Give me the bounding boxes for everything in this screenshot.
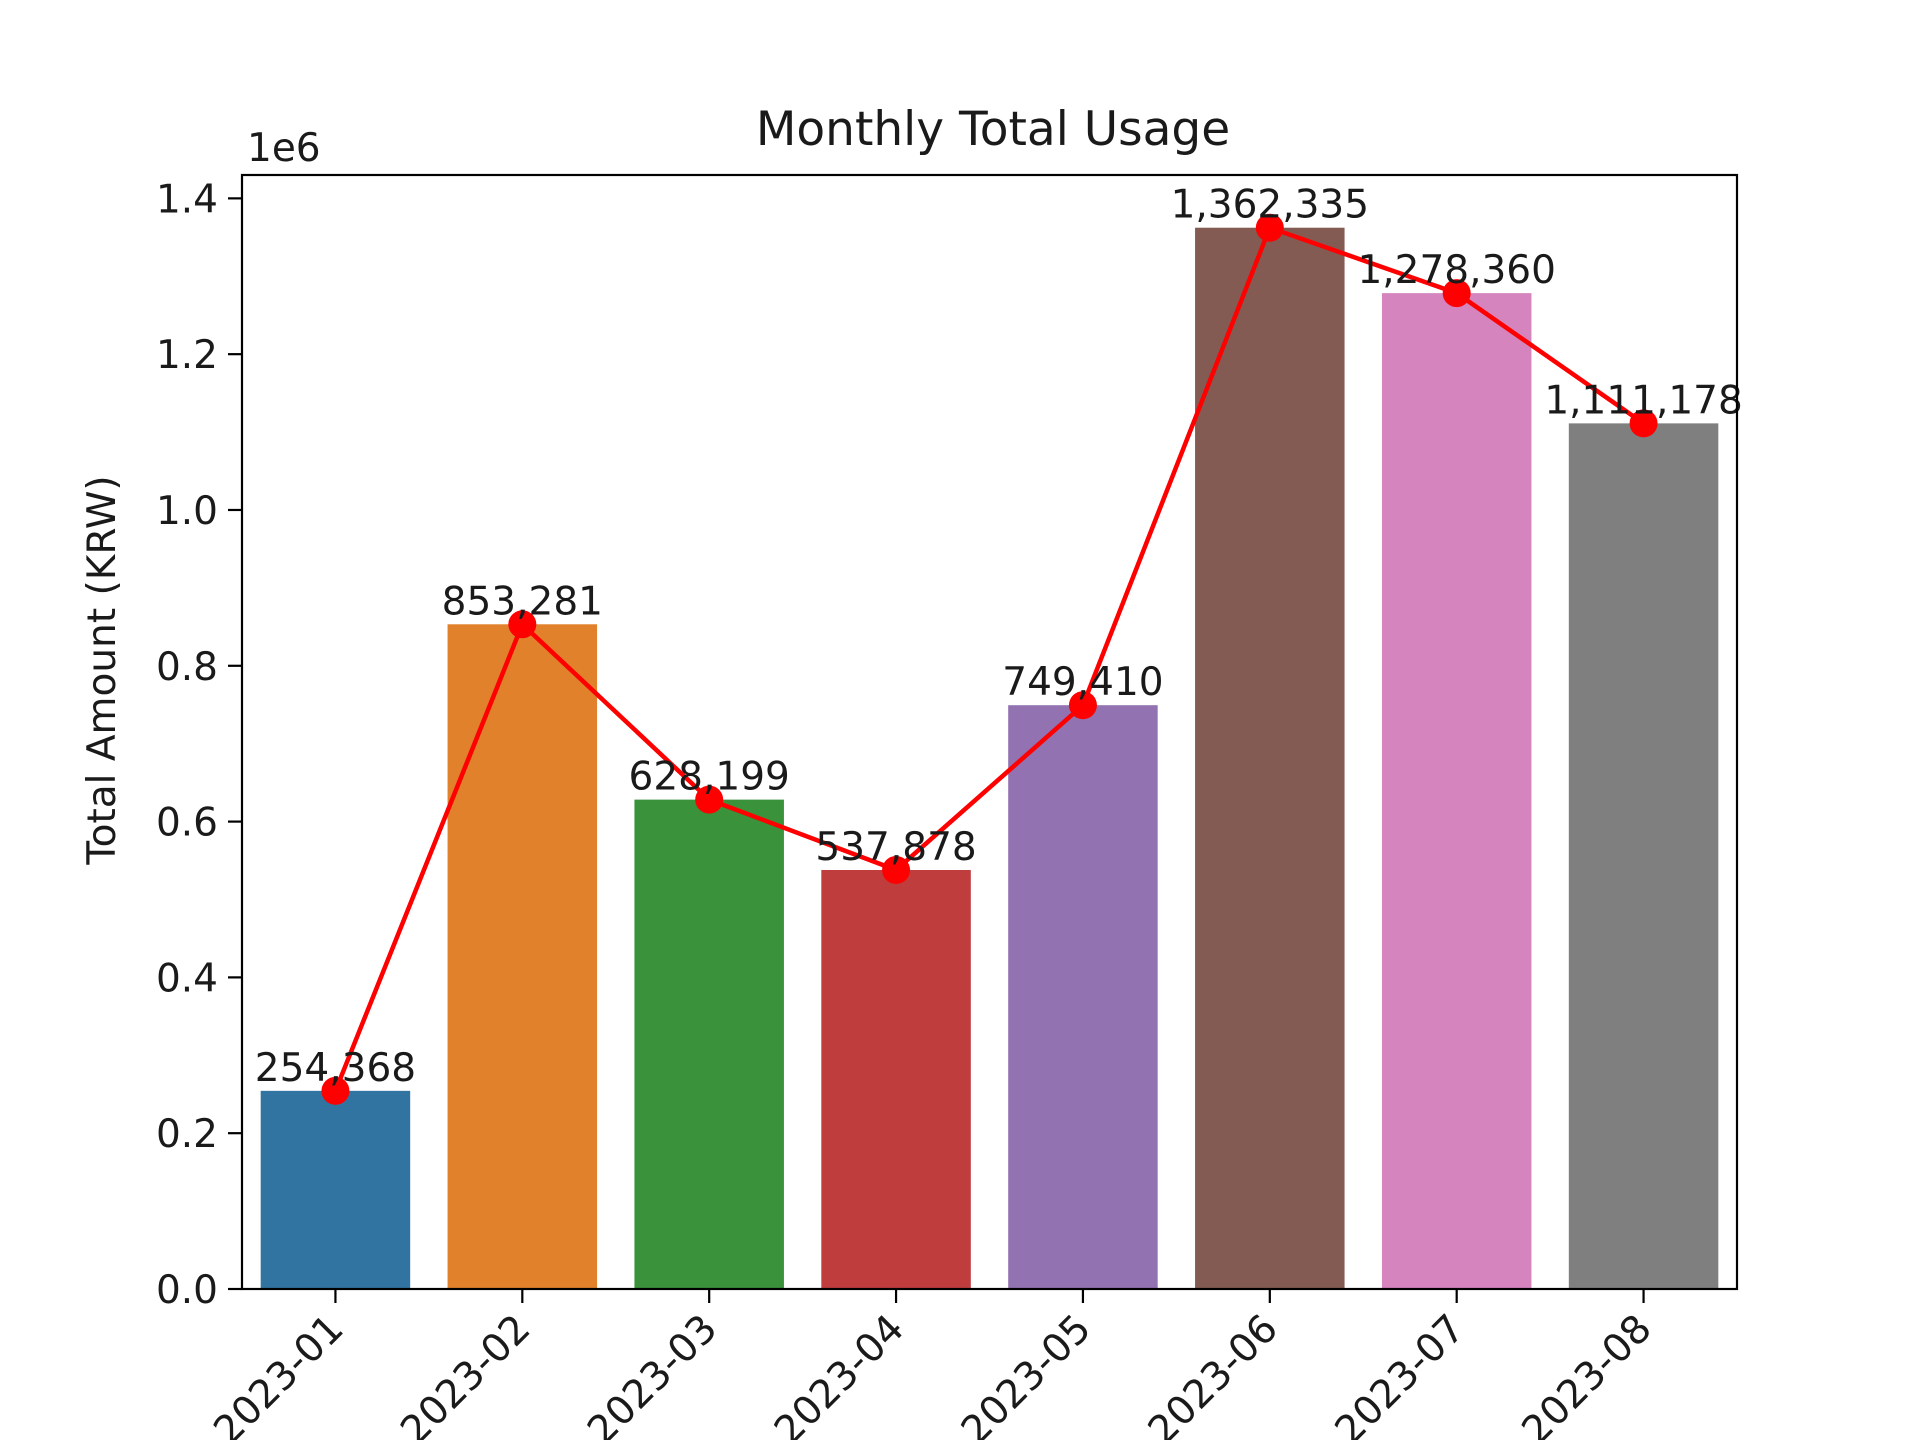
x-tick-label: 2023-08 <box>1514 1306 1661 1440</box>
trend-point-2023-08 <box>1629 409 1658 438</box>
bar-2023-05 <box>1008 705 1158 1289</box>
y-tick-label: 0.6 <box>156 801 218 846</box>
trend-point-2023-03 <box>695 785 724 814</box>
y-tick-label: 1.0 <box>156 489 218 534</box>
value-label-2023-02: 853,281 <box>442 579 603 624</box>
trend-point-2023-02 <box>508 610 537 639</box>
x-tick-label: 2023-02 <box>392 1306 539 1440</box>
bar-2023-08 <box>1568 423 1719 1289</box>
x-tick-label: 2023-01 <box>205 1306 352 1440</box>
value-label-2023-04: 537,878 <box>815 825 976 870</box>
line-overlay-group <box>321 213 1658 1105</box>
y-axis-label: Total Amount (KRW) <box>80 475 125 865</box>
y-tick-label: 0.4 <box>156 956 218 1001</box>
y-ticks-group: 0.0 0.2 0.4 0.6 0.8 1.0 1.2 1.4 <box>156 177 242 1313</box>
value-label-2023-08: 1,111,178 <box>1544 378 1743 423</box>
bar-2023-02 <box>447 624 598 1289</box>
bars-group <box>260 227 1719 1290</box>
trend-line <box>333 225 1645 1092</box>
value-label-2023-07: 1,278,360 <box>1357 248 1556 293</box>
trend-point-2023-05 <box>1068 691 1097 720</box>
y-axis-multiplier: 1e6 <box>247 126 321 171</box>
bar-2023-03 <box>634 799 784 1289</box>
x-tick-label: 2023-03 <box>579 1306 726 1440</box>
value-label-2023-05: 749,410 <box>1002 660 1163 705</box>
trend-point-2023-07 <box>1442 279 1471 308</box>
x-tick-label: 2023-04 <box>766 1306 913 1440</box>
trend-point-2023-01 <box>321 1076 350 1105</box>
bar-2023-04 <box>821 869 971 1289</box>
x-tick-label: 2023-05 <box>953 1306 1100 1440</box>
y-tick-label: 0.8 <box>156 645 218 690</box>
value-label-2023-03: 628,199 <box>629 755 790 800</box>
bar-2023-01 <box>260 1090 411 1289</box>
bar-2023-06 <box>1195 227 1345 1290</box>
x-ticks-group: 2023-01 2023-02 2023-03 2023-04 2023-05 2023-… <box>205 1289 1661 1440</box>
y-tick-label: 0.0 <box>156 1268 218 1313</box>
y-tick-label: 0.2 <box>156 1112 218 1157</box>
bar-2023-07 <box>1381 293 1532 1289</box>
trend-point-2023-06 <box>1255 213 1284 242</box>
y-tick-label: 1.4 <box>156 177 218 222</box>
x-tick-label: 2023-07 <box>1327 1306 1474 1440</box>
chart-title: Monthly Total Usage <box>756 102 1230 157</box>
x-tick-label: 2023-06 <box>1140 1306 1287 1440</box>
value-label-2023-06: 1,362,335 <box>1171 183 1370 228</box>
value-label-2023-01: 254,368 <box>255 1046 416 1091</box>
y-tick-label: 1.2 <box>156 333 218 378</box>
data-labels-group: 254,368 853,281 628,199 537,878 749,410 1,362… <box>255 183 1743 1091</box>
plot-frame <box>240 173 1739 1291</box>
trend-point-2023-04 <box>882 855 911 884</box>
